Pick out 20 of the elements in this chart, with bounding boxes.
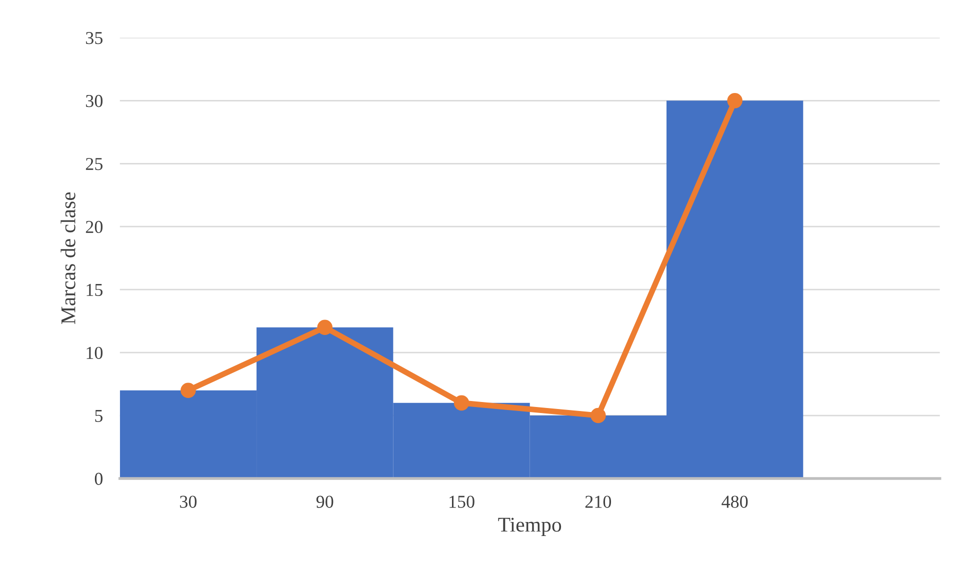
y-tick-label: 20 — [86, 220, 103, 234]
y-axis-title: Marcas de clase — [60, 192, 76, 324]
y-tick-label: 5 — [95, 410, 103, 422]
y-tick-label: 10 — [86, 346, 103, 359]
x-tick-label: 210 — [585, 496, 612, 508]
x-tick-label: 30 — [180, 496, 197, 508]
y-tick-label: 30 — [86, 94, 103, 108]
x-tick-label: 90 — [316, 496, 334, 508]
x-tick-label: 480 — [722, 496, 748, 508]
x-tick-label: 150 — [450, 496, 474, 508]
point — [590, 408, 606, 424]
y-tick-label: 35 — [86, 32, 103, 44]
x-axis-title: Tiempo — [498, 518, 562, 536]
y-tick-label: 15 — [86, 284, 103, 296]
y-tick-label: 0 — [94, 472, 103, 485]
point — [727, 93, 742, 108]
y-tick-label: 25 — [86, 158, 103, 170]
point — [454, 395, 470, 411]
point — [317, 320, 332, 336]
point — [180, 382, 196, 398]
